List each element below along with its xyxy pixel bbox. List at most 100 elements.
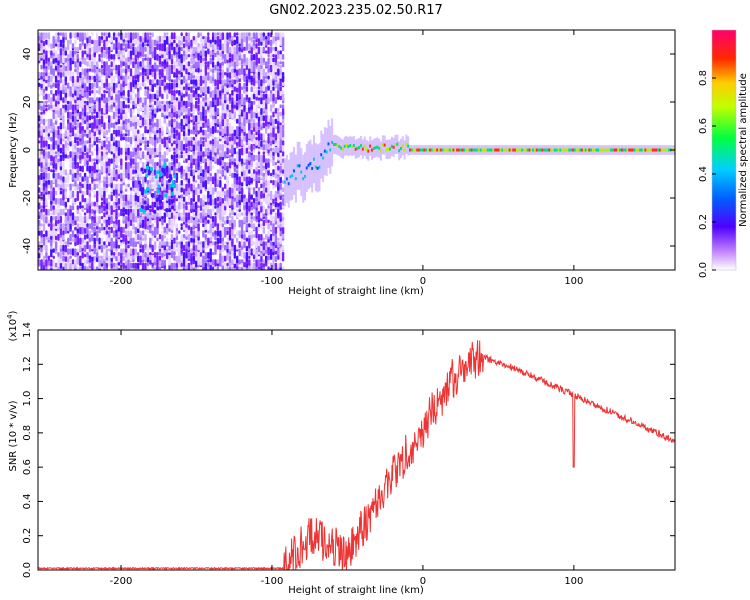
spectrogram-cell bbox=[207, 237, 210, 246]
spectrogram-cell bbox=[45, 75, 48, 80]
spectrogram-cell bbox=[274, 165, 278, 174]
spectrogram-cell bbox=[91, 111, 94, 116]
spectrogram-cell bbox=[219, 190, 222, 197]
spectrogram-cell bbox=[178, 140, 181, 148]
spectrogram-cell bbox=[228, 93, 232, 101]
spectrogram-cell bbox=[238, 208, 241, 212]
spectrogram-cell bbox=[197, 151, 200, 156]
spectrogram-cell bbox=[262, 46, 265, 53]
spectrogram-cell bbox=[166, 93, 169, 100]
spectrogram-cell bbox=[47, 259, 51, 266]
spectrogram-cell bbox=[161, 259, 164, 267]
spectrogram-cell bbox=[231, 198, 234, 206]
spectrogram-cell bbox=[175, 190, 179, 199]
spectrogram-cell bbox=[141, 50, 145, 57]
spectrogram-cell bbox=[168, 212, 171, 218]
spectrogram-cell bbox=[255, 126, 258, 132]
spectrogram-cell bbox=[226, 266, 229, 270]
spectrogram-cell bbox=[182, 75, 186, 84]
spectrogram-cell bbox=[71, 205, 75, 211]
spectrogram-cell bbox=[67, 82, 70, 89]
spectrogram-cell bbox=[42, 140, 46, 148]
spectrogram-cell bbox=[88, 133, 92, 138]
spectrogram-cell bbox=[187, 72, 191, 76]
spectrogram-cell bbox=[199, 136, 203, 141]
spectrogram-cell bbox=[86, 111, 89, 116]
spectrogram-cell bbox=[240, 165, 244, 172]
spectrogram-cell bbox=[211, 90, 215, 95]
spectrogram-cell bbox=[267, 266, 270, 270]
spectrogram-cell bbox=[185, 172, 188, 181]
spectrogram-cell bbox=[137, 129, 140, 134]
spectrogram-cell bbox=[129, 190, 133, 195]
spectrogram-cell bbox=[199, 36, 203, 43]
spectrogram-cell bbox=[93, 104, 96, 109]
spectrogram-cell bbox=[62, 57, 65, 64]
spectrogram-cell bbox=[156, 252, 159, 256]
spectrogram-cell bbox=[170, 54, 174, 60]
spectrogram-cell bbox=[187, 212, 191, 221]
spectrogram-cell bbox=[274, 234, 278, 239]
spectrogram-cell bbox=[202, 75, 205, 81]
spectrogram-cell bbox=[153, 72, 157, 80]
spectrogram-cell bbox=[245, 61, 249, 66]
spectrogram-cell bbox=[265, 172, 268, 180]
spectrogram-cell bbox=[197, 194, 200, 202]
spectrogram-cell bbox=[168, 198, 171, 206]
spectrogram-cell bbox=[209, 223, 212, 231]
spectrogram-cell bbox=[100, 68, 104, 75]
spectrogram-cell bbox=[79, 270, 81, 276]
spectrogram-cell bbox=[207, 176, 210, 181]
spectrogram-cell bbox=[180, 234, 183, 241]
spectrogram-cell bbox=[144, 97, 147, 106]
spectrogram-cell bbox=[166, 46, 169, 55]
spectrogram-cell bbox=[40, 205, 43, 209]
spectrogram-cell bbox=[175, 198, 179, 202]
spectrogram-cell bbox=[40, 126, 43, 132]
spectrogram-cell bbox=[110, 54, 113, 60]
spectrogram-cell bbox=[62, 104, 65, 109]
spectrogram-cell bbox=[76, 162, 79, 169]
spectrogram-cell bbox=[197, 54, 200, 61]
spectrogram-cell bbox=[47, 39, 51, 48]
spectrogram-cell bbox=[120, 50, 123, 55]
spectrogram-cell bbox=[267, 133, 270, 137]
spectrogram-cell bbox=[83, 133, 87, 137]
spectrogram-cell bbox=[117, 129, 121, 136]
spectrogram-cell bbox=[40, 259, 43, 267]
spectrogram-cell bbox=[74, 126, 77, 130]
spectrogram-cell bbox=[158, 57, 162, 65]
spectrogram-cell bbox=[110, 158, 113, 164]
spectrogram-cell bbox=[134, 115, 137, 123]
spectrogram-cell bbox=[47, 136, 51, 140]
spectrogram-cell bbox=[81, 205, 84, 209]
spectrogram-cell bbox=[262, 219, 265, 227]
spectrogram-cell bbox=[88, 205, 92, 210]
spectrogram-cell bbox=[40, 72, 43, 76]
spectrogram-cell bbox=[199, 122, 203, 127]
spectrogram-cell bbox=[236, 75, 239, 80]
spectrogram-cell bbox=[211, 118, 215, 124]
spectrogram-cell bbox=[214, 136, 217, 143]
spectrogram-cell bbox=[45, 79, 48, 84]
spectrogram-cell bbox=[100, 108, 104, 115]
spectrogram-cell bbox=[262, 262, 265, 268]
spectrogram-cell bbox=[69, 205, 72, 210]
spectrogram-cell bbox=[233, 68, 236, 73]
spectrogram-cell bbox=[195, 259, 198, 268]
spectrogram-cell bbox=[248, 255, 251, 259]
spectrogram-cell bbox=[64, 36, 67, 41]
spectrogram-cell bbox=[115, 36, 118, 43]
spectrogram-cell bbox=[38, 252, 41, 259]
spectrogram-cell bbox=[79, 111, 82, 120]
spectrogram-cell bbox=[252, 39, 256, 47]
spectrogram-cell bbox=[238, 50, 241, 56]
spectrogram-cell bbox=[269, 176, 273, 180]
spectrogram-cell bbox=[170, 234, 174, 241]
spectrogram-cell bbox=[252, 93, 256, 100]
spectrogram-cell bbox=[64, 226, 67, 233]
spectrogram-cell bbox=[81, 39, 84, 45]
spectrogram-cell bbox=[115, 223, 118, 230]
spectrogram-cell bbox=[178, 57, 181, 64]
spectrogram-cell bbox=[182, 118, 186, 126]
